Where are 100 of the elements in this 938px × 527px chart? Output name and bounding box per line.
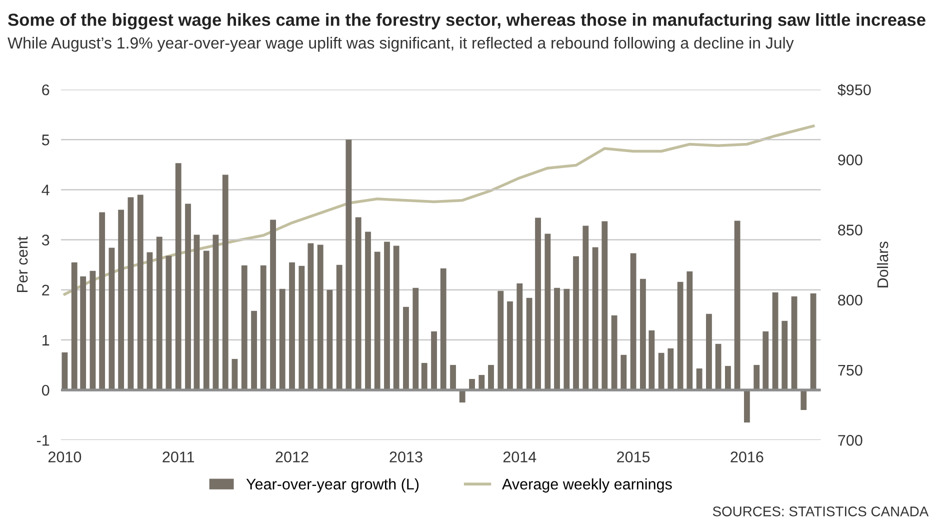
x-tick-label: 2011 bbox=[162, 452, 194, 462]
bar bbox=[611, 315, 618, 390]
y-tick-label: 2 bbox=[42, 284, 50, 296]
bar bbox=[677, 282, 684, 390]
bar bbox=[374, 252, 380, 390]
x-tick-label: 2013 bbox=[390, 452, 422, 462]
bar bbox=[203, 250, 210, 390]
bar bbox=[620, 354, 627, 390]
bar bbox=[108, 248, 115, 390]
bar bbox=[573, 256, 579, 390]
bar bbox=[602, 221, 608, 390]
y-tick-label: 6 bbox=[42, 84, 50, 96]
bar bbox=[421, 362, 428, 390]
bar bbox=[298, 266, 305, 390]
x-tick-label: 2016 bbox=[730, 452, 764, 462]
bar bbox=[251, 310, 257, 390]
bar bbox=[289, 262, 295, 390]
bar bbox=[526, 298, 532, 390]
bar bbox=[658, 352, 664, 390]
chart-title: Some of the biggest wage hikes came in the forestry sector, whereas those in manufacturing saw little increase bbox=[8, 13, 926, 30]
bar bbox=[241, 265, 248, 390]
bar bbox=[99, 212, 106, 390]
bar bbox=[270, 220, 276, 390]
bar bbox=[137, 194, 144, 390]
bar bbox=[450, 364, 456, 390]
bar bbox=[734, 220, 740, 390]
bar bbox=[393, 246, 400, 390]
bar bbox=[810, 293, 816, 390]
bar bbox=[640, 278, 646, 390]
bar bbox=[260, 265, 266, 390]
bar bbox=[800, 390, 807, 410]
y-axis-title: Per cent bbox=[17, 236, 28, 292]
bar bbox=[696, 368, 702, 390]
bar bbox=[507, 301, 513, 390]
x-tick-label: 2012 bbox=[276, 452, 308, 462]
x-tick-label: 2014 bbox=[503, 452, 536, 462]
y-tick-label: 5 bbox=[42, 134, 50, 146]
bar bbox=[715, 344, 722, 390]
y-tick-label: -1 bbox=[36, 435, 50, 446]
bar bbox=[326, 290, 333, 390]
bar bbox=[118, 210, 124, 390]
bar bbox=[544, 234, 551, 390]
bar bbox=[498, 290, 504, 390]
bar bbox=[744, 390, 750, 423]
x-tick-label: 2015 bbox=[617, 452, 650, 462]
bar bbox=[754, 364, 760, 390]
bar bbox=[80, 276, 86, 390]
bar bbox=[554, 288, 560, 390]
source-note: SOURCES: STATISTICS CANADA bbox=[712, 506, 929, 516]
y-tick-label: 4 bbox=[42, 184, 50, 196]
bar bbox=[630, 253, 636, 390]
bar bbox=[62, 352, 68, 390]
bar bbox=[146, 252, 153, 390]
bar bbox=[317, 244, 324, 390]
bar bbox=[686, 271, 693, 390]
y2-tick-label: $950 bbox=[838, 84, 871, 96]
bar bbox=[194, 234, 200, 390]
legend-label: Year-over-year growth (L) bbox=[246, 478, 419, 493]
y2-tick-label: 800 bbox=[838, 294, 862, 306]
bar bbox=[355, 217, 362, 390]
bar bbox=[791, 296, 798, 390]
bar bbox=[185, 204, 191, 390]
bar bbox=[772, 292, 778, 390]
bar bbox=[336, 264, 342, 390]
bar bbox=[516, 283, 523, 390]
bar bbox=[384, 242, 390, 390]
x-tick-label: 2010 bbox=[48, 452, 82, 462]
bar bbox=[365, 232, 371, 390]
chart-subtitle: While August’s 1.9% year-over-year wage uplift was significant, it reflected a rebound following a decline in July bbox=[8, 36, 794, 52]
bar bbox=[782, 320, 788, 390]
y-tick-label: 0 bbox=[42, 384, 50, 396]
bar bbox=[222, 174, 228, 390]
legend-label: Average weekly earnings bbox=[502, 478, 672, 493]
bar bbox=[128, 197, 134, 390]
bar bbox=[762, 331, 769, 390]
bar bbox=[668, 348, 674, 390]
bar bbox=[564, 288, 570, 390]
bar bbox=[412, 288, 419, 390]
y2-tick-label: 750 bbox=[838, 364, 862, 376]
y-tick-label: 1 bbox=[42, 334, 50, 346]
bar bbox=[279, 288, 286, 390]
bar bbox=[212, 234, 219, 390]
y2-tick-label: 900 bbox=[838, 154, 862, 166]
y2-tick-label: 700 bbox=[838, 434, 862, 446]
bar bbox=[648, 330, 655, 390]
bar bbox=[346, 140, 352, 390]
bar bbox=[90, 270, 96, 390]
bar bbox=[440, 268, 446, 390]
bar bbox=[166, 256, 172, 390]
bar bbox=[725, 366, 731, 390]
bar bbox=[308, 243, 314, 390]
y2-tick-label: 850 bbox=[838, 224, 862, 236]
bar bbox=[71, 262, 78, 390]
bar bbox=[535, 218, 541, 390]
bar bbox=[582, 226, 589, 390]
bar bbox=[156, 236, 162, 390]
bar bbox=[431, 331, 437, 390]
bar bbox=[488, 364, 494, 390]
bar bbox=[478, 374, 485, 390]
bar bbox=[592, 247, 598, 390]
